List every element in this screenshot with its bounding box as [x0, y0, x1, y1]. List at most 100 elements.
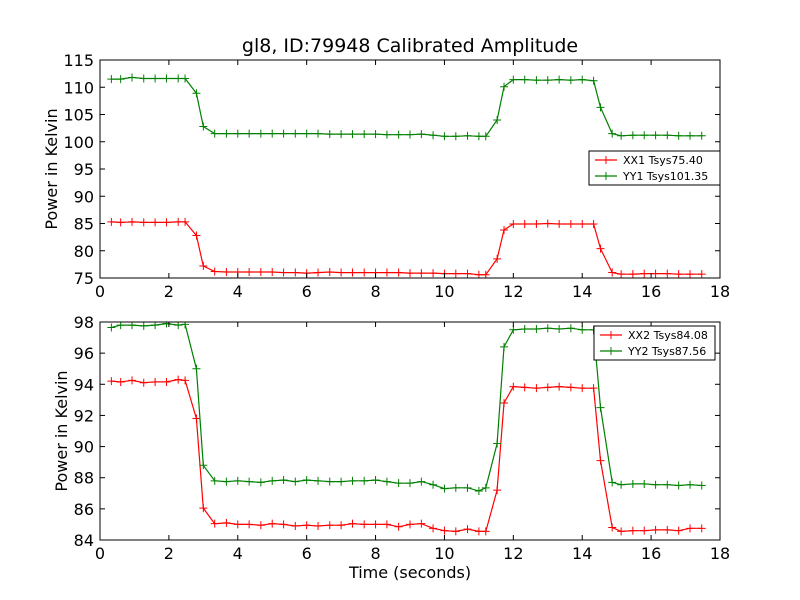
data-point-yy1	[116, 75, 125, 84]
x-tick-label: 8	[370, 544, 380, 563]
data-point-xx2	[291, 521, 300, 530]
data-point-yy2	[493, 439, 502, 448]
x-tick-label: 10	[434, 544, 454, 563]
x-tick-label: 14	[572, 544, 592, 563]
data-point-xx2	[663, 525, 672, 534]
data-point-xx2	[651, 525, 660, 534]
data-point-xx1	[500, 226, 509, 235]
data-point-xx2	[279, 520, 288, 529]
data-point-xx2	[596, 456, 605, 465]
data-point-xx1	[608, 268, 617, 277]
data-point-yy1	[348, 130, 357, 139]
plot-area	[107, 73, 706, 278]
data-point-yy2	[107, 323, 116, 332]
data-point-xx2	[406, 520, 414, 529]
data-point-yy2	[256, 478, 265, 487]
data-point-xx1	[596, 244, 605, 253]
data-point-xx2	[174, 375, 183, 384]
x-tick-label: 6	[302, 544, 312, 563]
data-point-xx2	[233, 520, 242, 529]
data-point-yy1	[314, 129, 323, 138]
x-axis-label: Time (seconds)	[348, 563, 471, 582]
data-point-yy2	[608, 478, 617, 487]
y-tick-label: 94	[74, 375, 94, 394]
data-point-xx2	[348, 519, 357, 528]
data-point-xx1	[651, 269, 660, 278]
data-point-xx1	[674, 270, 683, 278]
y-tick-label: 84	[74, 531, 94, 550]
data-point-xx1	[532, 220, 541, 229]
data-point-yy1	[640, 131, 649, 140]
data-point-yy1	[162, 74, 171, 83]
x-tick-label: 0	[95, 544, 105, 563]
data-point-xx2	[139, 378, 148, 387]
y-tick-label: 95	[74, 160, 94, 179]
data-point-yy2	[394, 479, 403, 488]
data-point-yy1	[245, 129, 254, 138]
legend-marker	[602, 156, 610, 164]
y-tick-label: 80	[74, 242, 94, 261]
data-point-xx2	[543, 383, 552, 392]
data-point-yy2	[360, 476, 369, 485]
data-point-yy1	[578, 75, 587, 84]
data-point-xx1	[128, 217, 137, 226]
data-point-xx2	[566, 383, 575, 392]
data-point-xx2	[325, 521, 334, 530]
data-point-xx1	[151, 218, 160, 227]
legend: XX1 Tsys75.40 YY1 Tsys101.35	[588, 150, 721, 186]
data-point-yy1	[233, 129, 242, 138]
data-point-xx2	[128, 376, 137, 385]
x-tick-label: 12	[503, 282, 523, 301]
data-point-yy2	[697, 481, 706, 490]
data-point-yy2	[291, 477, 300, 486]
data-point-xx1	[566, 220, 575, 229]
legend-box	[588, 150, 721, 186]
data-point-yy2	[463, 483, 472, 492]
data-point-yy1	[493, 115, 502, 124]
y-tick-label: 85	[74, 215, 94, 234]
data-point-xx2	[245, 520, 254, 529]
data-point-xx1	[697, 270, 706, 278]
data-point-yy2	[543, 324, 552, 333]
data-point-yy2	[566, 324, 575, 333]
data-point-yy1	[181, 74, 190, 83]
data-point-xx1	[555, 220, 564, 229]
data-point-yy1	[520, 75, 529, 84]
data-point-yy2	[268, 476, 277, 485]
data-point-yy2	[222, 477, 231, 486]
data-point-xx2	[360, 520, 369, 529]
data-point-yy1	[325, 130, 334, 139]
data-point-yy1	[555, 75, 564, 84]
data-point-yy1	[210, 129, 219, 138]
data-point-xx1	[493, 254, 502, 263]
data-point-yy1	[394, 130, 403, 139]
y-tick-label: 98	[74, 313, 94, 332]
y-tick-label: 88	[74, 469, 94, 488]
data-point-xx2	[192, 414, 201, 423]
data-point-yy2	[417, 477, 426, 486]
data-point-yy1	[417, 130, 426, 139]
data-point-yy2	[337, 477, 346, 486]
data-point-xx1	[279, 268, 288, 277]
data-point-yy1	[596, 103, 605, 112]
data-point-yy1	[686, 131, 695, 140]
data-point-yy2	[596, 403, 605, 412]
data-point-xx1	[474, 270, 483, 278]
data-point-xx2	[532, 384, 541, 393]
data-point-xx1	[463, 269, 472, 278]
x-tick-label: 2	[164, 282, 174, 301]
x-tick-label: 4	[233, 282, 243, 301]
y-tick-label: 90	[74, 187, 94, 206]
data-point-xx1	[382, 268, 391, 277]
legend-label: XX2 Tsys84.08	[628, 329, 708, 342]
data-point-yy2	[555, 325, 564, 334]
y-tick-label: 100	[63, 133, 94, 152]
data-point-xx2	[162, 377, 171, 386]
data-point-yy1	[543, 76, 552, 85]
data-point-yy1	[406, 130, 414, 139]
data-point-yy2	[509, 325, 518, 334]
data-point-yy2	[663, 480, 672, 489]
data-point-xx1	[210, 267, 219, 276]
data-point-yy2	[481, 483, 490, 492]
data-point-yy1	[222, 129, 231, 138]
